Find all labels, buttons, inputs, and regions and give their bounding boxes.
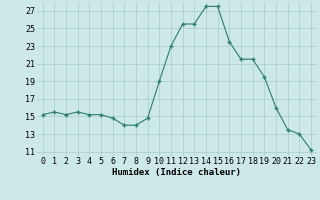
X-axis label: Humidex (Indice chaleur): Humidex (Indice chaleur) <box>112 168 241 177</box>
